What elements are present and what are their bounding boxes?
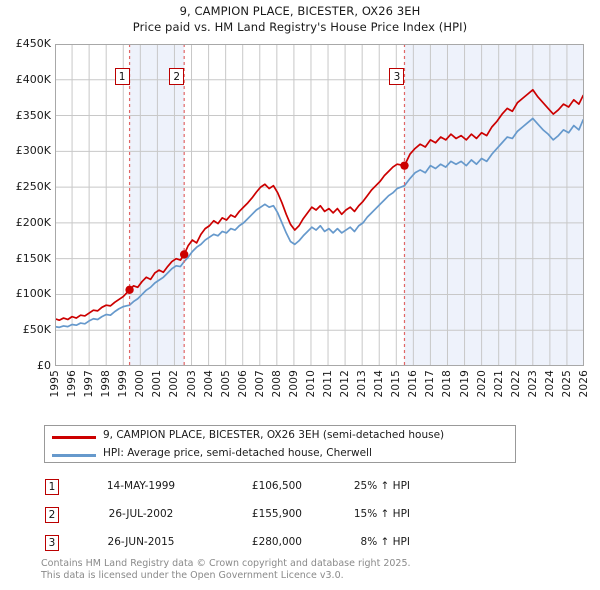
x-tick-label: 2016	[407, 370, 420, 398]
y-tick-label: £300K	[15, 144, 51, 158]
series-line	[55, 117, 584, 329]
sale-price: £155,900	[251, 508, 302, 520]
x-tick-label: 2002	[168, 370, 181, 398]
sale-marker-badge[interactable]: 2	[169, 68, 185, 85]
shaded-band	[129, 44, 185, 366]
sale-hpi-delta: 15% ↑ HPI	[353, 508, 410, 520]
sale-record-row[interactable]: 1 14-MAY-1999 £106,500 25% ↑ HPI	[0, 477, 600, 503]
sale-point[interactable]	[179, 250, 189, 259]
x-tick-label: 2014	[373, 370, 386, 398]
x-tick-label: 2009	[287, 370, 300, 398]
y-tick-label: £450K	[15, 37, 51, 50]
sale-point[interactable]	[125, 285, 134, 294]
x-tick-label: 2021	[492, 370, 505, 398]
sale-date: 14-MAY-1999	[106, 480, 176, 492]
x-tick-label: 1996	[66, 370, 79, 398]
x-tick-label: 2011	[322, 370, 335, 398]
x-tick-label: 2019	[458, 370, 471, 398]
x-tick-label: 2017	[424, 370, 437, 398]
page-title: 9, CAMPION PLACE, BICESTER, OX26 3EH Pri…	[0, 4, 600, 35]
sale-point[interactable]	[400, 161, 409, 170]
y-tick-label: £400K	[15, 72, 51, 86]
sale-record-row[interactable]: 2 26-JUL-2002 £155,900 15% ↑ HPI	[0, 505, 600, 531]
y-tick-label: £100K	[15, 287, 51, 301]
sale-marker-badge[interactable]: 3	[389, 68, 405, 85]
x-tick-label: 2026	[578, 370, 590, 398]
legend-label-price-paid: 9, CAMPION PLACE, BICESTER, OX26 3EH (se…	[103, 429, 445, 441]
footer-line-2: This data is licensed under the Open Gov…	[41, 569, 344, 581]
shaded-band	[404, 44, 584, 366]
legend-swatch-hpi	[52, 454, 96, 457]
y-tick-label: £0	[37, 359, 51, 372]
x-tick-label: 1997	[83, 370, 96, 398]
series-line	[55, 88, 584, 322]
x-tick-label: 2012	[339, 370, 352, 398]
x-tick-label: 2020	[475, 370, 488, 398]
y-tick-label: £50K	[22, 323, 51, 337]
x-tick-label: 1995	[49, 370, 61, 398]
x-tick-label: 2010	[304, 370, 317, 398]
sale-index-badge: 2	[45, 507, 59, 523]
sale-price: £106,500	[251, 480, 302, 492]
chart-plot-area	[55, 44, 584, 366]
x-tick-label: 2024	[543, 370, 556, 398]
x-tick-label: 2015	[390, 370, 403, 398]
sale-date: 26-JUN-2015	[107, 536, 175, 548]
footer-line-1: Contains HM Land Registry data © Crown c…	[41, 558, 411, 569]
x-tick-label: 2025	[560, 370, 573, 398]
x-tick-label: 2003	[185, 370, 198, 398]
x-tick-label: 2007	[253, 370, 266, 398]
plot-frame	[55, 44, 584, 366]
x-tick-label: 1998	[100, 370, 113, 398]
x-tick-label: 2001	[151, 370, 164, 398]
legend-label-hpi: HPI: Average price, semi-detached house,…	[103, 447, 372, 459]
chart-subtitle: Price paid vs. HM Land Registry's House …	[132, 20, 468, 34]
x-tick-label: 1999	[117, 370, 130, 398]
x-tick-label: 2006	[236, 370, 249, 398]
sale-date: 26-JUL-2002	[108, 508, 174, 520]
sale-index-badge: 1	[45, 479, 59, 495]
footer-attribution: Contains HM Land Registry data © Crown c…	[41, 558, 561, 581]
legend-swatch-price-paid	[52, 436, 96, 439]
x-tick-label: 2018	[441, 370, 454, 398]
legend-row: 9, CAMPION PLACE, BICESTER, OX26 3EH (se…	[45, 427, 515, 446]
y-tick-label: £250K	[15, 180, 51, 194]
chart-legend: 9, CAMPION PLACE, BICESTER, OX26 3EH (se…	[44, 425, 516, 463]
x-tick-label: 2008	[270, 370, 283, 398]
y-tick-label: £200K	[15, 215, 51, 229]
x-tick-label: 2022	[509, 370, 522, 398]
sale-price: £280,000	[251, 536, 302, 548]
sale-marker-badge[interactable]: 1	[114, 68, 130, 85]
legend-row: HPI: Average price, semi-detached house,…	[45, 445, 515, 464]
chart-title: 9, CAMPION PLACE, BICESTER, OX26 3EH	[179, 4, 421, 18]
x-tick-label: 2013	[356, 370, 369, 398]
x-tick-label: 2000	[134, 370, 147, 398]
sale-hpi-delta: 25% ↑ HPI	[353, 480, 410, 492]
y-tick-label: £150K	[15, 251, 51, 265]
y-tick-label: £350K	[15, 108, 51, 122]
x-tick-label: 2005	[219, 370, 232, 398]
sale-hpi-delta: 8% ↑ HPI	[360, 536, 410, 548]
sale-record-row[interactable]: 3 26-JUN-2015 £280,000 8% ↑ HPI	[0, 533, 600, 559]
x-tick-label: 2023	[526, 370, 539, 398]
x-tick-label: 2004	[202, 370, 215, 398]
chart-svg	[55, 44, 584, 366]
sale-index-badge: 3	[45, 535, 59, 551]
